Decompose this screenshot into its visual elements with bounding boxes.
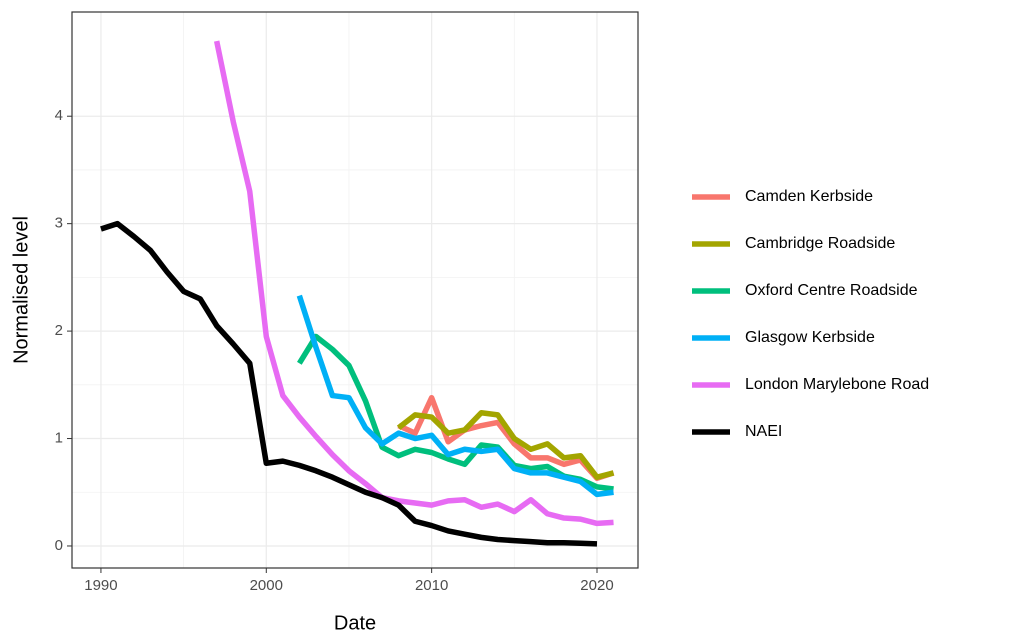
y-tick-label: 2 — [55, 322, 63, 339]
x-tick-label: 2020 — [580, 577, 613, 594]
panel-border — [71, 11, 639, 569]
y-tick-label: 3 — [55, 215, 63, 232]
x-tick-label: 1990 — [84, 577, 117, 594]
legend-label: NAEI — [745, 423, 782, 440]
series-line — [396, 410, 615, 480]
y-tick-label: 0 — [55, 537, 63, 554]
legend-label: Camden Kerbside — [745, 188, 873, 205]
series-line — [100, 220, 598, 547]
legend-label: Cambridge Roadside — [745, 235, 895, 252]
x-tick-label: 2010 — [415, 577, 448, 594]
y-axis-title: Normalised level — [10, 216, 32, 364]
legend-label: London Marylebone Road — [745, 376, 929, 393]
series-line — [397, 394, 615, 482]
series-line — [296, 294, 614, 498]
x-axis-title: Date — [334, 612, 376, 634]
y-tick-label: 1 — [55, 430, 63, 447]
y-tick-label: 4 — [55, 107, 63, 124]
x-tick-label: 2000 — [250, 577, 283, 594]
series-line — [213, 40, 614, 527]
legend-label: Oxford Centre Roadside — [745, 282, 918, 299]
legend-label: Glasgow Kerbside — [745, 329, 875, 346]
